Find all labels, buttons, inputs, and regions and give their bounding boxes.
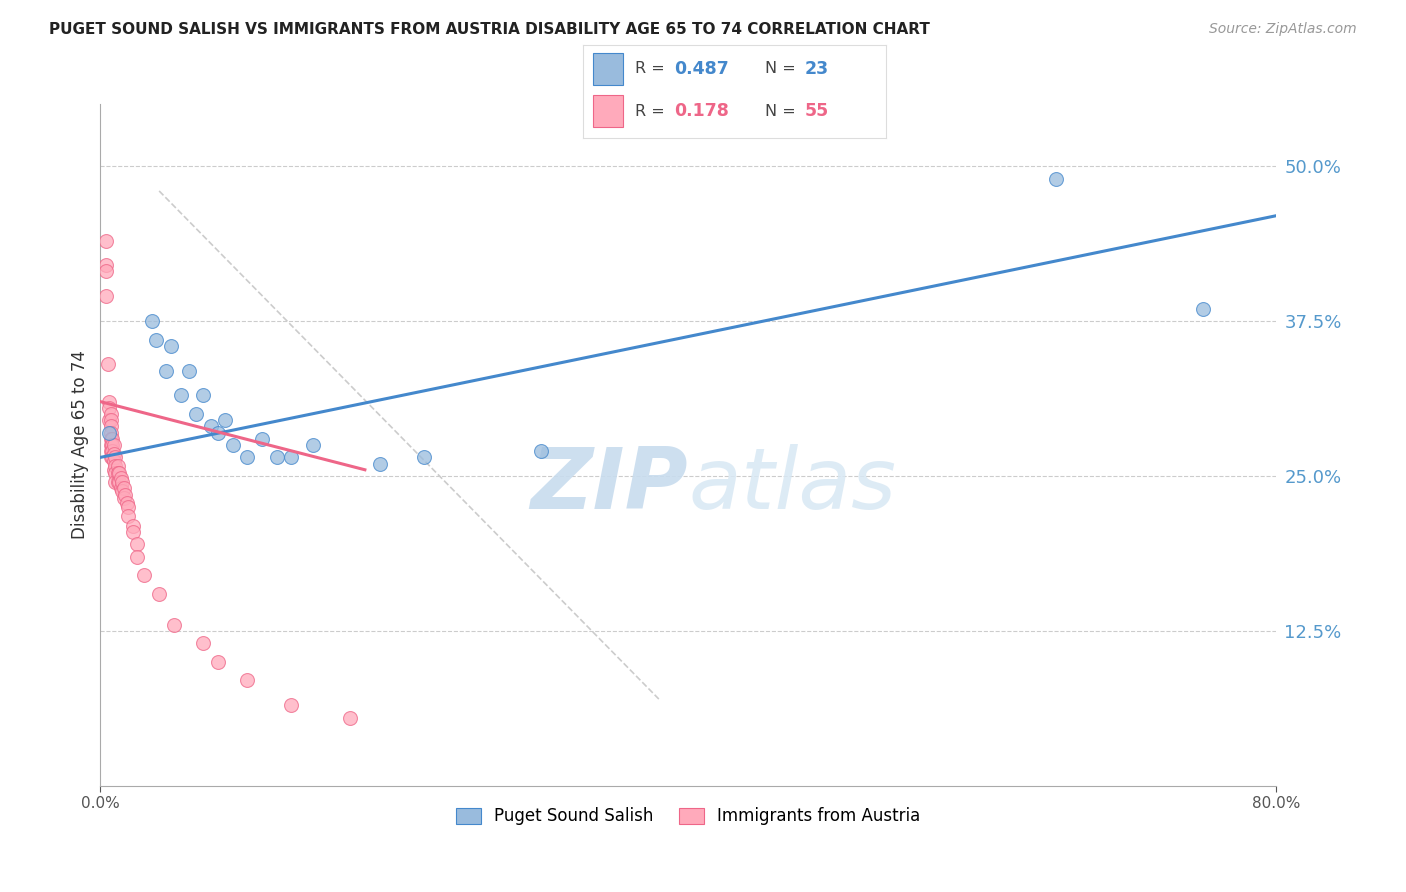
Bar — [592, 95, 623, 127]
Point — [112, 491, 135, 506]
Point — [339, 711, 361, 725]
Point — [96, 234, 118, 248]
Text: R =: R = — [636, 103, 669, 119]
Y-axis label: Disability Age 65 to 74: Disability Age 65 to 74 — [72, 351, 89, 540]
Point — [101, 438, 124, 452]
Point — [101, 444, 124, 458]
Bar — [592, 53, 623, 85]
Point — [236, 450, 259, 465]
Point — [100, 413, 122, 427]
Point — [141, 314, 163, 328]
Point — [96, 289, 118, 303]
Point — [100, 419, 122, 434]
Point — [104, 458, 127, 473]
Point — [121, 524, 143, 539]
Text: 0.178: 0.178 — [675, 102, 730, 120]
Point — [97, 358, 120, 372]
Point — [177, 364, 200, 378]
Point — [207, 655, 229, 669]
Point — [207, 425, 229, 440]
Point — [221, 438, 243, 452]
Point — [103, 438, 125, 452]
Point — [98, 401, 121, 415]
Point — [160, 339, 183, 353]
Point — [107, 458, 129, 473]
Point — [368, 457, 391, 471]
Point — [103, 454, 125, 468]
Point — [107, 475, 129, 490]
Point — [155, 364, 177, 378]
Point — [1045, 171, 1067, 186]
Point — [184, 407, 207, 421]
Point — [101, 432, 124, 446]
Text: N =: N = — [765, 62, 801, 77]
Text: N =: N = — [765, 103, 801, 119]
Point — [280, 698, 302, 713]
Point — [104, 475, 127, 490]
Text: R =: R = — [636, 62, 669, 77]
Point — [110, 471, 132, 485]
Text: 0.487: 0.487 — [675, 60, 728, 78]
Point — [412, 450, 434, 465]
Point — [117, 508, 139, 523]
Point — [108, 467, 131, 481]
Point — [98, 394, 121, 409]
Point — [280, 450, 302, 465]
Text: atlas: atlas — [688, 444, 896, 527]
Point — [111, 483, 134, 498]
Point — [111, 475, 134, 490]
Point — [104, 467, 127, 481]
Text: 55: 55 — [804, 102, 828, 120]
Text: Source: ZipAtlas.com: Source: ZipAtlas.com — [1209, 22, 1357, 37]
Point — [170, 388, 193, 402]
Point — [101, 450, 124, 465]
Point — [104, 450, 127, 465]
Point — [250, 432, 273, 446]
Point — [98, 425, 121, 440]
Point — [100, 450, 122, 465]
Point — [148, 587, 170, 601]
Point — [1191, 301, 1213, 316]
Point — [112, 481, 135, 495]
Legend: Puget Sound Salish, Immigrants from Austria: Puget Sound Salish, Immigrants from Aust… — [450, 801, 927, 832]
Point — [266, 450, 288, 465]
Point — [145, 333, 167, 347]
Point — [127, 537, 149, 551]
Text: 23: 23 — [804, 60, 828, 78]
Point — [193, 388, 215, 402]
Point — [100, 438, 122, 452]
Point — [127, 549, 149, 564]
Point — [134, 568, 156, 582]
Point — [100, 444, 122, 458]
Point — [236, 673, 259, 688]
Point — [530, 444, 553, 458]
Point — [103, 447, 125, 461]
Point — [163, 617, 186, 632]
Point — [117, 500, 139, 514]
Point — [110, 481, 132, 495]
Text: PUGET SOUND SALISH VS IMMIGRANTS FROM AUSTRIA DISABILITY AGE 65 TO 74 CORRELATIO: PUGET SOUND SALISH VS IMMIGRANTS FROM AU… — [49, 22, 931, 37]
Point — [98, 413, 121, 427]
Point — [193, 636, 215, 650]
Point — [108, 475, 131, 490]
Point — [100, 425, 122, 440]
Point — [115, 496, 138, 510]
Point — [200, 419, 222, 434]
Point — [100, 432, 122, 446]
Point — [96, 264, 118, 278]
Point — [114, 487, 136, 501]
Point — [103, 463, 125, 477]
Point — [302, 438, 325, 452]
Text: ZIP: ZIP — [530, 444, 688, 527]
Point — [214, 413, 236, 427]
Point — [121, 518, 143, 533]
Point — [100, 407, 122, 421]
Point — [96, 258, 118, 272]
Point — [107, 467, 129, 481]
